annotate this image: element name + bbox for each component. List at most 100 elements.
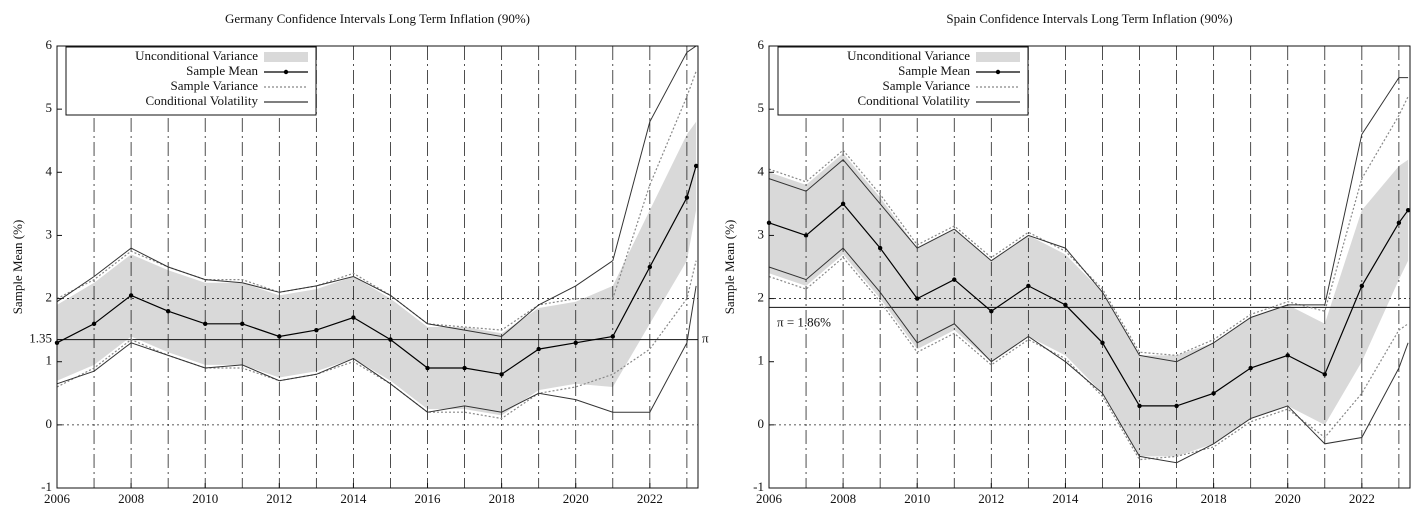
y-tick-label: 0 [758,416,765,431]
y-tick-label: 6 [46,37,53,52]
legend-swatch-point [995,69,1001,75]
mean-point [314,327,319,333]
legend-label: Conditional Volatility [857,93,970,108]
mean-point [388,337,393,342]
y-tick-label: 3 [46,226,53,241]
mean-point [1285,353,1290,358]
legend-label: Sample Variance [883,78,971,93]
mean-point [499,372,504,377]
mean-point [91,321,97,327]
y-tick-label: 0 [46,416,53,431]
x-tick-label: 2010 [904,491,930,506]
mean-point [277,334,282,339]
mean-point [647,264,653,270]
y-tick-label: 2 [758,290,765,305]
mean-point [1248,365,1253,371]
interval-line [56,285,697,413]
mean-point [240,321,245,327]
y-tick-label: 1.35 [29,331,52,346]
x-tick-label: 2010 [192,491,218,506]
legend-label: Unconditional Variance [847,48,970,63]
y-axis-label: Sample Mean (%) [722,220,737,315]
mean-point [840,201,846,207]
mean-point [1396,220,1402,225]
chart-panel: Germany Confidence Intervals Long Term I… [10,11,709,506]
legend-label: Sample Mean [898,63,970,78]
mean-point [462,365,467,371]
mean-point [1137,403,1142,409]
mean-point [425,365,430,371]
x-tick-label: 2008 [830,491,856,506]
mean-point [1322,372,1327,377]
mean-point [1359,283,1365,289]
mean-point [536,346,541,352]
legend-swatch [264,52,308,62]
plot-frame [768,45,1411,489]
x-tick-label: 2006 [756,491,783,506]
legend-label: Conditional Volatility [145,93,258,108]
mean-point [610,334,615,339]
mean-point [684,195,690,200]
pi-label: π = 1.86% [777,314,831,329]
y-tick-label: -1 [41,479,52,494]
mean-point [693,163,699,169]
interval-line [768,77,1409,363]
mean-point [351,315,356,320]
confidence-band [57,121,697,416]
mean-point [165,309,171,314]
x-tick-label: 2016 [1127,491,1154,506]
chart-title: Spain Confidence Intervals Long Term Inf… [946,11,1232,26]
y-tick-label: 1 [758,353,765,368]
y-tick-label: 5 [46,100,53,115]
legend-label: Sample Variance [171,78,259,93]
interval-line [56,45,697,338]
mean-point [128,293,134,298]
x-tick-label: 2006 [44,491,71,506]
y-tick-label: 3 [758,226,765,241]
chart-title: Germany Confidence Intervals Long Term I… [225,11,530,26]
x-tick-label: 2020 [563,491,589,506]
x-tick-label: 2008 [118,491,144,506]
x-tick-label: 2014 [1052,491,1079,506]
mean-point [573,340,578,345]
mean-point [203,321,208,327]
x-tick-label: 2018 [1201,491,1227,506]
x-tick-label: 2012 [266,491,292,506]
legend-label: Sample Mean [186,63,258,78]
x-tick-label: 2016 [415,491,442,506]
confidence-band [769,153,1409,457]
y-tick-label: 4 [46,163,53,178]
x-tick-label: 2012 [978,491,1004,506]
mean-point [989,309,994,314]
legend-label: Unconditional Variance [135,48,258,63]
mean-point [1211,391,1216,396]
legend-swatch [976,52,1020,62]
mean-point [952,277,957,282]
legend-swatch-point [283,69,289,75]
interval-line [768,247,1409,464]
y-tick-label: -1 [753,479,764,494]
pi-label: π [702,331,709,346]
mean-point [803,233,809,238]
x-tick-label: 2014 [340,491,367,506]
y-tick-label: 4 [758,163,765,178]
mean-point [915,296,920,301]
y-tick-label: 2 [46,290,53,305]
plot-frame [56,45,699,489]
x-tick-label: 2018 [489,491,515,506]
y-tick-label: 5 [758,100,765,115]
x-tick-label: 2022 [637,491,663,506]
interval-line [768,96,1409,357]
y-tick-label: 1 [46,353,53,368]
mean-point [1063,302,1068,308]
x-tick-label: 2020 [1275,491,1301,506]
mean-point [1026,283,1031,289]
mean-point [877,245,883,251]
x-tick-label: 2022 [1349,491,1375,506]
mean-point [1100,340,1105,345]
mean-point [1174,403,1179,409]
interval-line [768,256,1409,461]
y-axis-label: Sample Mean (%) [10,220,25,315]
mean-point [1405,207,1411,213]
